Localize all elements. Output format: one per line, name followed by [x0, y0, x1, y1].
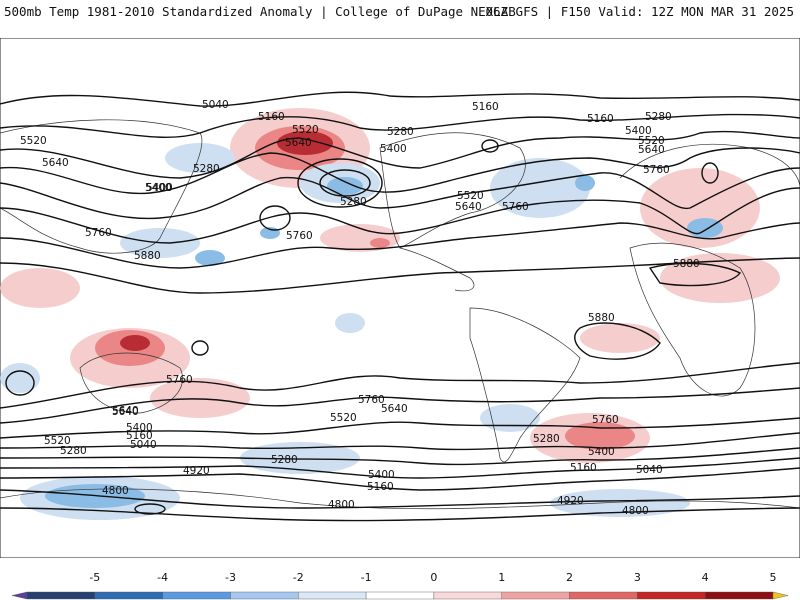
contour-label: 5280 — [271, 454, 298, 466]
colorbar-swatch — [162, 591, 231, 600]
colorbar-tick-label: 3 — [634, 571, 641, 584]
contour-label: 5040 — [130, 439, 157, 451]
contour-label: 5520 — [292, 124, 319, 136]
contour-label: 5760 — [166, 374, 193, 386]
colorbar-tick-label: 5 — [770, 571, 777, 584]
contour-label: 5880 — [588, 312, 615, 324]
contour-label: 5760 — [85, 227, 112, 239]
contour-label: 5040 — [202, 99, 229, 111]
contour-label: 5400 — [145, 182, 172, 194]
colorbar-swatch — [94, 591, 163, 600]
colorbar-swatch — [365, 591, 435, 600]
contour-labels: 5040 5160 5520 5640 5280 5400 5160 5280 … — [20, 99, 700, 517]
contour-label: 4920 — [557, 495, 584, 507]
contour-label: 5640 — [638, 144, 665, 156]
colorbar-swatch — [230, 591, 299, 600]
colorbar-swatch — [501, 591, 570, 600]
contour-label: 5400 — [146, 182, 173, 194]
contour-label: 5400 — [588, 446, 615, 458]
colorbar-swatch — [637, 591, 706, 600]
contour-label: 5880 — [673, 258, 700, 270]
colorbar-swatch — [11, 591, 28, 600]
contour-label: 5760 — [502, 201, 529, 213]
contour-label: 5280 — [60, 445, 87, 457]
height-contours — [0, 91, 800, 522]
contour-label: 5520 — [457, 190, 484, 202]
contour-label: 5520 — [44, 435, 71, 447]
contour-label: 5280 — [387, 126, 414, 138]
contour-label: 5280 — [193, 163, 220, 175]
contour-label: 5160 — [570, 462, 597, 474]
colorbar-swatches — [11, 591, 789, 600]
colorbar: -5 -4 -3 -2 -1 0 1 2 3 4 5 — [11, 571, 789, 600]
colorbar-tick-label: -4 — [157, 571, 168, 584]
colorbar-swatch — [433, 591, 502, 600]
contour-label: 5160 — [587, 113, 614, 125]
contour-label: 5640 — [112, 406, 139, 418]
colorbar-tick-label: -3 — [225, 571, 236, 584]
contour-label: 5640 — [285, 137, 312, 149]
colorbar-tick-label: 4 — [702, 571, 709, 584]
contour-label: 5160 — [258, 111, 285, 123]
colorbar-labels: -5 -4 -3 -2 -1 0 1 2 3 4 5 — [89, 571, 776, 584]
contour-label: 5640 — [455, 201, 482, 213]
contour-label: 4800 — [622, 505, 649, 517]
colorbar-tick-label: 2 — [566, 571, 573, 584]
contour-label: 5640 — [42, 157, 69, 169]
colorbar-tick-label: 1 — [498, 571, 505, 584]
contour-label: 5400 — [368, 469, 395, 481]
colorbar-tick-label: -1 — [361, 571, 372, 584]
colorbar-tick-label: -5 — [89, 571, 100, 584]
colorbar-tick-label: 0 — [430, 571, 437, 584]
contour-label: 5160 — [367, 481, 394, 493]
colorbar-swatch — [298, 591, 367, 600]
contour-label: 5160 — [126, 430, 153, 442]
anomaly-shading — [0, 108, 780, 520]
colorbar-tick-label: -2 — [293, 571, 304, 584]
contour-label: 4800 — [102, 485, 129, 497]
contour-label: 5760 — [286, 230, 313, 242]
contour-label: 5400 — [380, 143, 407, 155]
contour-label: 5520 — [638, 135, 665, 147]
map-panel: 5040 5160 5520 5640 5280 5400 5160 5280 … — [0, 38, 800, 558]
chart-title-left: 500mb Temp 1981-2010 Standardized Anomal… — [4, 4, 516, 19]
contour-label: 4920 — [183, 465, 210, 477]
contour-label: 5520 — [20, 135, 47, 147]
contour-label: 5400 — [625, 125, 652, 137]
contour-label: 5760 — [358, 394, 385, 406]
colorbar-swatch — [569, 591, 638, 600]
contour-label: 5640 — [381, 403, 408, 415]
contour-label: 5280 — [340, 196, 367, 208]
contour-label: 5640 — [112, 405, 139, 417]
colorbar-swatch — [772, 591, 789, 600]
contour-label: 4800 — [328, 499, 355, 511]
contour-label: 5880 — [134, 250, 161, 262]
colorbar-swatch — [704, 591, 774, 600]
chart-title-right: 06Z GFS | F150 Valid: 12Z MON MAR 31 202… — [485, 4, 794, 19]
contour-label: 5760 — [592, 414, 619, 426]
contour-label: 5520 — [330, 412, 357, 424]
contour-label: 5160 — [472, 101, 499, 113]
contour-label: 5280 — [645, 111, 672, 123]
contour-label: 5760 — [643, 164, 670, 176]
contour-label: 5280 — [533, 433, 560, 445]
contour-label: 5400 — [126, 422, 153, 434]
coastlines — [0, 119, 800, 510]
colorbar-swatch — [26, 591, 96, 600]
contour-label: 5040 — [636, 464, 663, 476]
